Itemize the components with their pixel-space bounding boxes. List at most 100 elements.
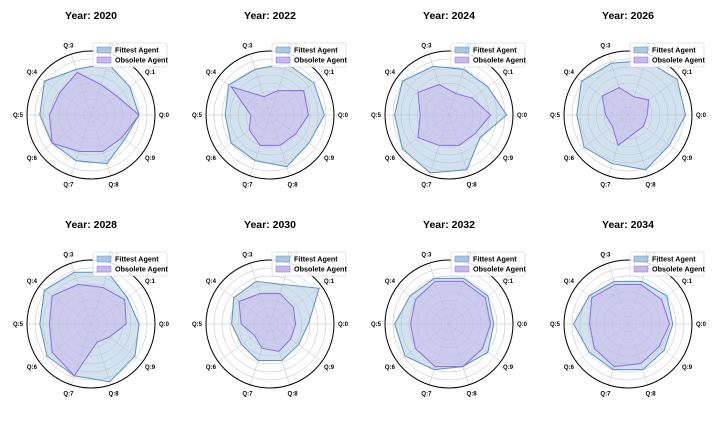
axis-label: Q:4 <box>27 70 38 76</box>
panel-title: Year: 2020 <box>65 10 117 22</box>
obsolete-agent-area <box>229 85 309 146</box>
polar-frame <box>26 259 156 389</box>
axis-label: Q:8 <box>288 182 299 188</box>
axis-label: Q:3 <box>600 253 611 259</box>
axis-label: Q:7 <box>63 182 74 188</box>
legend-label-fittest: Fittest Agent <box>115 255 159 264</box>
legend-swatch-obsolete <box>96 265 112 273</box>
axis-label: Q:7 <box>242 391 253 397</box>
legend-swatch-obsolete <box>633 265 649 273</box>
axis-label: Q:5 <box>371 113 382 119</box>
axis-label: Q:0 <box>517 113 528 119</box>
axis-label: Q:5 <box>13 113 24 119</box>
legend-label-obsolete: Obsolete Agent <box>115 56 168 65</box>
axis-label: Q:6 <box>206 156 217 162</box>
legend-label-fittest: Fittest Agent <box>115 46 159 55</box>
axis-label: Q:8 <box>467 391 478 397</box>
axis-label: Q:3 <box>242 253 253 259</box>
axis-label: Q:6 <box>27 365 38 371</box>
axis-label: Q:7 <box>600 182 611 188</box>
panel-title: Year: 2022 <box>244 10 296 22</box>
axis-label: Q:3 <box>63 44 74 50</box>
polar-frame <box>205 259 335 389</box>
legend-box <box>629 42 705 68</box>
axis-label: Q:3 <box>600 44 611 50</box>
panel-title: Year: 2028 <box>65 219 117 231</box>
radar-panel: Year: 2024Q:0Q:1Q:2Q:3Q:4Q:5Q:6Q:7Q:8Q:9… <box>371 10 528 188</box>
axis-label: Q:5 <box>550 322 561 328</box>
legend-swatch-fittest <box>633 255 649 263</box>
legend-swatch-fittest <box>96 46 112 54</box>
axis-label: Q:9 <box>145 156 156 162</box>
polar-frame <box>384 259 514 389</box>
axis-label: Q:5 <box>192 322 203 328</box>
obsolete-agent-area <box>410 280 492 368</box>
axis-label: Q:4 <box>564 279 575 285</box>
legend-label-fittest: Fittest Agent <box>652 255 696 264</box>
polar-frame <box>26 50 156 180</box>
axis-label: Q:5 <box>371 322 382 328</box>
legend-swatch-fittest <box>96 255 112 263</box>
axis-label: Q:1 <box>324 279 335 285</box>
legend-label-obsolete: Obsolete Agent <box>115 265 168 274</box>
panel-title: Year: 2030 <box>244 219 296 231</box>
legend-swatch-fittest <box>275 46 291 54</box>
axis-label: Q:8 <box>109 391 120 397</box>
axis-label: Q:4 <box>206 279 217 285</box>
legend-label-fittest: Fittest Agent <box>473 255 517 264</box>
legend-label-obsolete: Obsolete Agent <box>473 265 526 274</box>
axis-label: Q:6 <box>564 156 575 162</box>
axis-label: Q:1 <box>682 279 693 285</box>
axis-label: Q:0 <box>696 322 707 328</box>
axis-label: Q:5 <box>13 322 24 328</box>
obsolete-agent-area <box>48 283 127 377</box>
legend-label-fittest: Fittest Agent <box>473 46 517 55</box>
axis-label: Q:1 <box>503 279 514 285</box>
axis-label: Q:8 <box>646 391 657 397</box>
axis-label: Q:9 <box>682 156 693 162</box>
axis-label: Q:9 <box>324 365 335 371</box>
obsolete-agent-area <box>48 71 140 153</box>
legend-label-obsolete: Obsolete Agent <box>652 265 705 274</box>
legend-swatch-obsolete <box>454 56 470 64</box>
legend-box <box>271 251 347 277</box>
axis-label: Q:7 <box>421 182 432 188</box>
legend-label-fittest: Fittest Agent <box>294 46 338 55</box>
obsolete-agent-area <box>238 293 297 352</box>
axis-label: Q:9 <box>682 365 693 371</box>
axis-label: Q:0 <box>696 113 707 119</box>
axis-label: Q:1 <box>682 70 693 76</box>
axis-label: Q:8 <box>288 391 299 397</box>
axis-label: Q:3 <box>421 253 432 259</box>
axis-label: Q:4 <box>385 70 396 76</box>
axis-label: Q:8 <box>109 182 120 188</box>
radar-panel: Year: 2030Q:0Q:1Q:2Q:3Q:4Q:5Q:6Q:7Q:8Q:9… <box>192 219 349 397</box>
axis-label: Q:4 <box>206 70 217 76</box>
panel-title: Year: 2026 <box>602 10 654 22</box>
legend-box <box>450 42 526 68</box>
panel-title: Year: 2034 <box>602 219 654 231</box>
axis-label: Q:5 <box>550 113 561 119</box>
axis-label: Q:7 <box>242 182 253 188</box>
polar-frame <box>563 259 693 389</box>
legend-swatch-obsolete <box>275 56 291 64</box>
legend-label-obsolete: Obsolete Agent <box>294 265 347 274</box>
axis-label: Q:9 <box>503 365 514 371</box>
legend-swatch-fittest <box>454 46 470 54</box>
radar-panel: Year: 2022Q:0Q:1Q:2Q:3Q:4Q:5Q:6Q:7Q:8Q:9… <box>192 10 349 188</box>
axis-label: Q:4 <box>385 279 396 285</box>
legend-swatch-fittest <box>454 255 470 263</box>
radar-panel: Year: 2028Q:0Q:1Q:2Q:3Q:4Q:5Q:6Q:7Q:8Q:9… <box>13 219 170 397</box>
axis-label: Q:4 <box>27 279 38 285</box>
axis-label: Q:6 <box>27 156 38 162</box>
axis-label: Q:7 <box>63 391 74 397</box>
legend-swatch-obsolete <box>275 265 291 273</box>
radar-panel: Year: 2032Q:0Q:1Q:2Q:3Q:4Q:5Q:6Q:7Q:8Q:9… <box>371 219 528 397</box>
panel-title: Year: 2032 <box>423 219 475 231</box>
obsolete-agent-area <box>589 283 671 368</box>
legend-swatch-obsolete <box>96 56 112 64</box>
obsolete-agent-area <box>417 84 492 146</box>
polar-frame <box>563 50 693 180</box>
axis-label: Q:0 <box>517 322 528 328</box>
